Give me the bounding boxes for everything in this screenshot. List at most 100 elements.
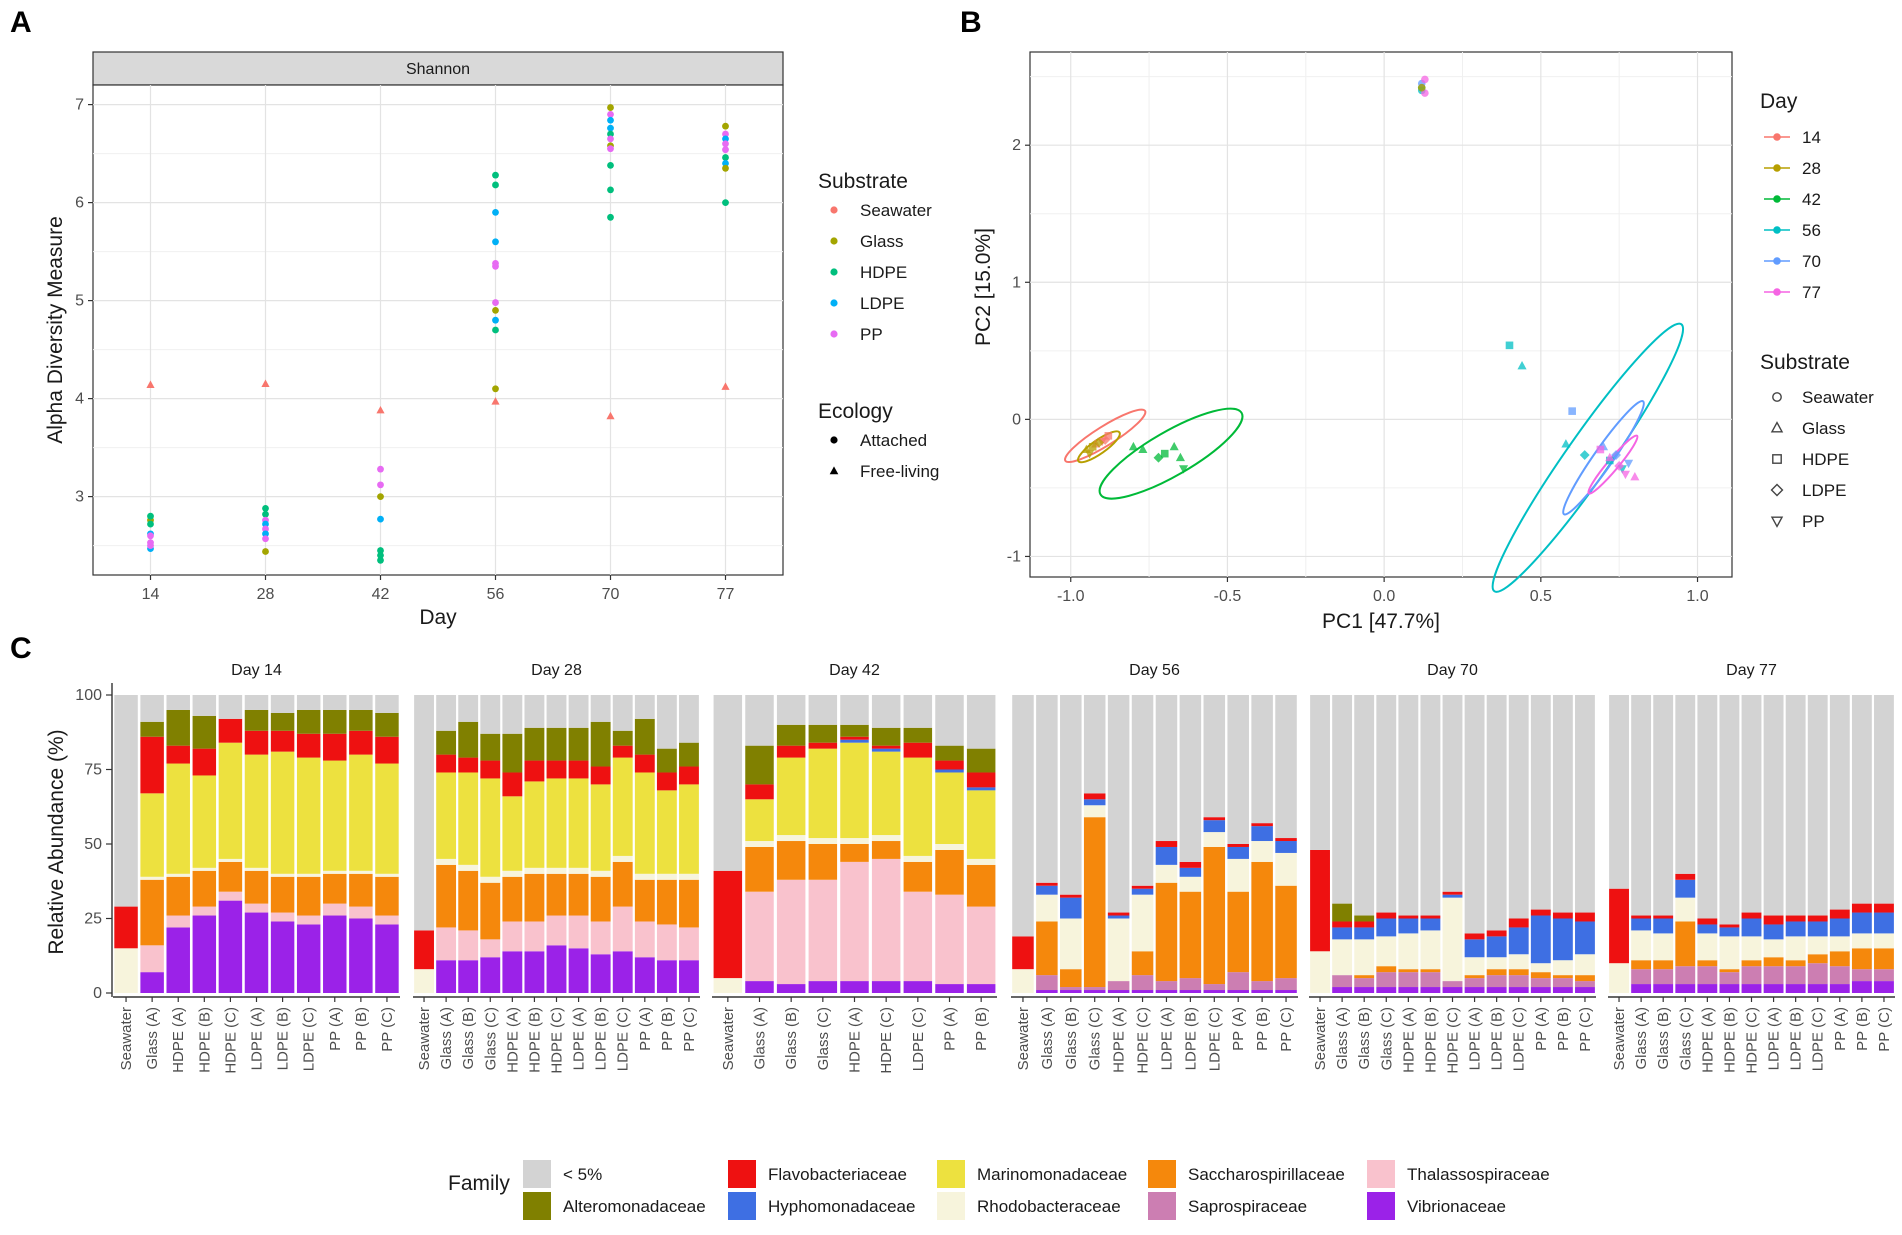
panel-a-point-ldpe	[722, 160, 729, 167]
panel-a-point-hdpe	[492, 181, 499, 189]
panel-c-xtick-label: Glass (B)	[460, 1007, 477, 1070]
panel-c-segment-hyphomonadaceae	[840, 739, 869, 743]
panel-c-segment-5	[1332, 695, 1353, 904]
panel-c-bar-pp-b	[1552, 695, 1573, 993]
panel-c-segment-vibrionaceae	[1131, 990, 1154, 993]
panel-a-ecology-key-free-living	[829, 466, 839, 475]
panel-b-substrate-label-ldpe: LDPE	[1802, 481, 1846, 500]
panel-c-bar-hdpe-a	[1697, 695, 1718, 993]
panel-c-segment-alteromonadaceae	[270, 712, 295, 731]
panel-c-bar-glass-c	[480, 695, 501, 993]
panel-c-segment-thalassospiraceae	[656, 924, 677, 961]
panel-c-segment-5	[1310, 695, 1330, 850]
panel-c-xtick-label: LDPE (C)	[301, 1007, 318, 1071]
panel-c-segment-saccharospirillaceae	[1275, 885, 1297, 979]
panel-a-point-hdpe	[262, 504, 269, 512]
panel-c-segment-alteromonadaceae	[966, 748, 996, 773]
panel-c-bar-pp-a	[1227, 695, 1249, 993]
panel-c-bar-pp-c	[1575, 695, 1595, 993]
panel-c-segment-flavobacteriaceae	[871, 745, 901, 749]
panel-c-segment-hyphomonadaceae	[935, 769, 964, 773]
panel-c-segment-flavobacteriaceae	[1697, 918, 1718, 925]
panel-c-segment-5	[634, 695, 655, 719]
panel-b-ytick-label: 2	[1012, 137, 1021, 154]
panel-c-segment-5	[114, 695, 138, 907]
panel-a-legend-label-pp: PP	[860, 325, 883, 344]
panel-c-segment-vibrionaceae	[1653, 984, 1674, 993]
panel-c-segment-vibrionaceae	[458, 960, 479, 993]
panel-c-segment-vibrionaceae	[1179, 990, 1202, 993]
panel-c-segment-saprospiraceae	[1807, 963, 1828, 985]
panel-b-day-label-28: 28	[1802, 159, 1821, 178]
panel-c-segment-saccharospirillaceae	[1083, 817, 1106, 988]
panel-c-segment-thalassospiraceae	[568, 915, 589, 949]
panel-c-segment-rhodobacteraceae	[1354, 939, 1375, 976]
panel-c-segment-thalassospiraceae	[546, 915, 567, 946]
panel-c-segment-hyphomonadaceae	[1376, 918, 1397, 937]
panel-b-point-day-42	[1160, 449, 1169, 458]
panel-c-bar-pp-c	[679, 695, 699, 993]
panel-c-segment-hyphomonadaceae	[1332, 927, 1353, 940]
panel-c-xtick-label: LDPE (C)	[615, 1007, 632, 1071]
panel-c-segment-saccharospirillaceae	[1398, 969, 1419, 973]
panel-c-segment-saccharospirillaceae	[458, 870, 479, 931]
panel-c-bar-glass-a	[436, 695, 457, 993]
panel-c-segment-5	[546, 695, 567, 728]
panel-c-segment-hyphomonadaceae	[966, 787, 996, 791]
panel-c-segment-5	[1719, 695, 1740, 925]
panel-c-segment-saccharospirillaceae	[1420, 969, 1441, 973]
panel-a-point-ldpe	[262, 520, 269, 528]
panel-c-bar-glass-b	[1653, 695, 1674, 993]
panel-a-point-pp	[147, 532, 154, 540]
panel-c-segment-vibrionaceae	[323, 915, 347, 993]
panel-c-segment-5	[1155, 695, 1178, 842]
panel-c-bar-glass-b	[1354, 695, 1375, 993]
panel-c-segment-saccharospirillaceae	[502, 876, 523, 922]
panel-c-segment-saprospiraceae	[1227, 972, 1249, 991]
panel-c-segment-vibrionaceae	[1807, 984, 1828, 993]
panel-c-segment-vibrionaceae	[1083, 990, 1106, 993]
panel-c-segment-flavobacteriaceae	[502, 772, 523, 797]
panel-c-segment-alteromonadaceae	[1354, 915, 1375, 922]
panel-c-segment-flavobacteriaceae	[296, 733, 321, 758]
panel-c-segment-hyphomonadaceae	[1420, 918, 1441, 931]
panel-a-point-pp	[377, 481, 384, 489]
panel-c-xtick-label: Glass (B)	[1655, 1007, 1672, 1070]
panel-c-segment-thalassospiraceae	[966, 906, 996, 985]
panel-c-segment-vibrionaceae	[244, 912, 269, 993]
panel-c-segment-saprospiraceae	[1851, 969, 1872, 982]
panel-c-ytick-label: 25	[84, 911, 102, 928]
panel-c-xtick-label: HDPE (A)	[170, 1007, 187, 1073]
panel-c-segment-vibrionaceae	[903, 981, 933, 993]
panel-c-segment-hyphomonadaceae	[1508, 927, 1529, 955]
panel-c-legend-key-marinomonadaceae	[937, 1160, 965, 1188]
panel-c-segment-hyphomonadaceae	[1083, 799, 1106, 806]
panel-c-segment-flavobacteriaceae	[1653, 915, 1674, 919]
panel-c-segment-rhodobacteraceae	[1203, 832, 1226, 847]
panel-b-point-day-77	[1421, 75, 1429, 84]
panel-c-legend-key-saccharospirillaceae	[1148, 1160, 1176, 1188]
panel-c-facet-title: Day 56	[1129, 662, 1180, 679]
panel-c-bar-glass-c	[1675, 695, 1696, 993]
panel-c-xtick-label: Glass (C)	[1677, 1007, 1694, 1070]
panel-c-segment-5	[903, 695, 933, 728]
panel-c-segment-5	[1036, 695, 1058, 883]
panel-c-segment-vibrionaceae	[634, 957, 655, 993]
panel-c-segment-hyphomonadaceae	[1060, 897, 1082, 919]
panel-c-segment-saprospiraceae	[1442, 981, 1463, 988]
panel-c-segment-rhodobacteraceae	[375, 873, 399, 877]
panel-c-segment-vibrionaceae	[1420, 987, 1441, 993]
panel-c-segment-alteromonadaceae	[935, 745, 964, 761]
panel-a-plot-area	[92, 84, 784, 576]
panel-c-bar-ldpe-a	[244, 695, 269, 993]
panel-c-legend-key-vibrionaceae	[1367, 1192, 1395, 1220]
panel-c-segment-saccharospirillaceae	[1874, 948, 1894, 970]
panel-c-segment-5	[480, 695, 501, 734]
panel-c-segment-saprospiraceae	[1420, 972, 1441, 988]
panel-c-segment-flavobacteriaceae	[1012, 936, 1034, 970]
panel-c-segment-flavobacteriaceae	[524, 760, 545, 782]
panel-c-bar-glass-b	[1060, 695, 1082, 993]
panel-c-segment-rhodobacteraceae	[1763, 939, 1784, 958]
panel-c-segment-vibrionaceae	[524, 951, 545, 993]
panel-a-point-pp	[607, 111, 614, 118]
